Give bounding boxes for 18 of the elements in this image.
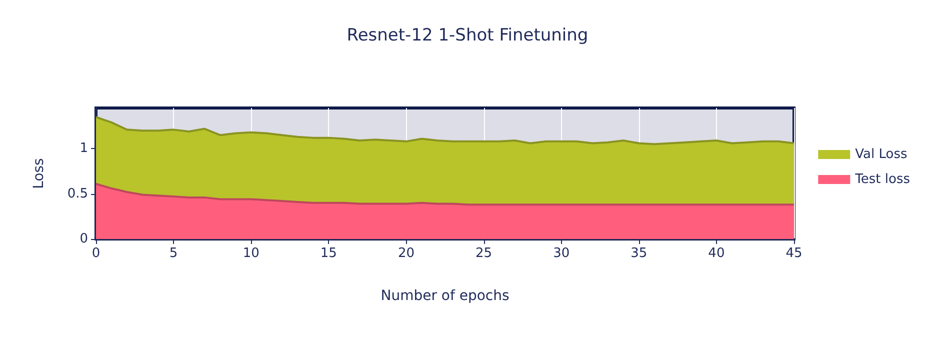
x-tick-label: 15 — [320, 246, 337, 261]
x-tick-label: 30 — [553, 246, 570, 261]
legend-label: Test loss — [854, 172, 910, 187]
y-axis-title: Loss — [31, 158, 47, 189]
x-tick-label: 20 — [398, 246, 414, 261]
x-tick-label: 45 — [786, 246, 802, 261]
x-tick-label: 40 — [708, 246, 725, 261]
y-tick-label: 0.5 — [67, 186, 88, 202]
legend-label: Val Loss — [855, 147, 908, 162]
x-tick-label: 0 — [92, 246, 100, 261]
y-tick-label: 0 — [80, 232, 88, 246]
chart-title: Resnet-12 1-Shot Finetuning — [346, 26, 588, 46]
y-tick-label: 1 — [80, 141, 88, 156]
x-tick-label: 35 — [630, 246, 648, 261]
x-tick-label: 25 — [476, 246, 492, 261]
x-axis-title: Number of epochs — [380, 288, 510, 304]
x-tick-label: 5 — [169, 246, 178, 261]
x-tick-label: 10 — [242, 246, 260, 261]
